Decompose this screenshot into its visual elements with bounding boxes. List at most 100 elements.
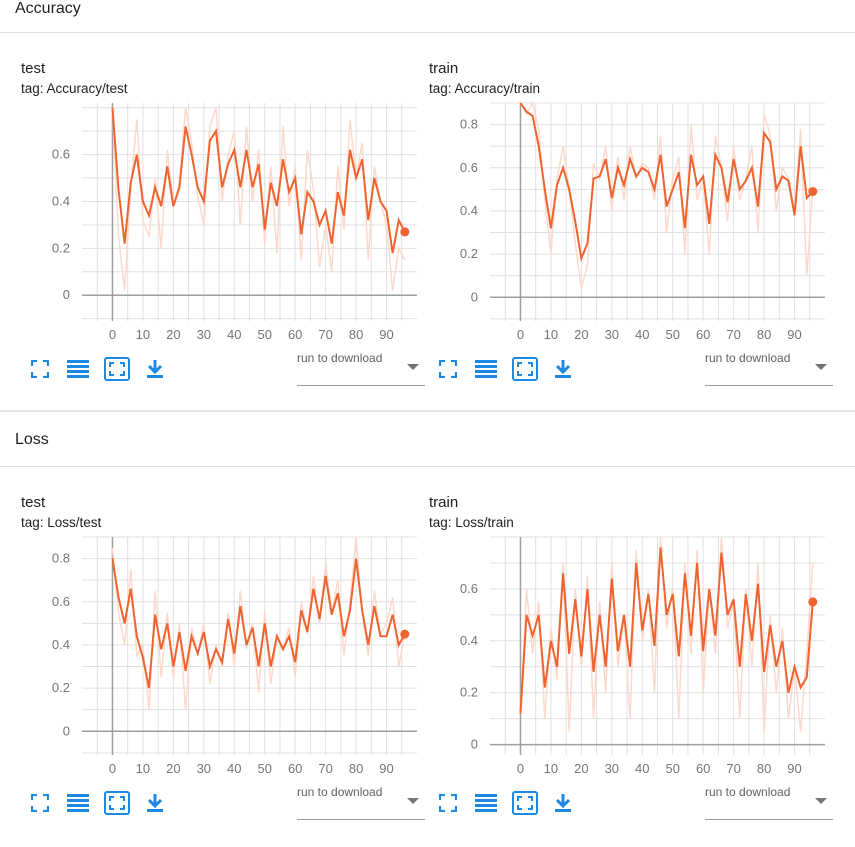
line-chart[interactable]: 0 10 20 30 40 50 60 70 80 90 0 0.2 0.4 0.6 0.8 <box>15 467 425 789</box>
y-tick-label: 0.2 <box>460 685 478 700</box>
run-select-placeholder: run to download <box>705 351 791 365</box>
x-tick-label: 10 <box>136 327 150 342</box>
card-title: train <box>429 494 459 511</box>
fullscreen-icon <box>104 791 130 815</box>
x-tick-label: 50 <box>665 327 679 342</box>
chevron-down-icon <box>815 798 827 804</box>
x-tick-label: 0 <box>109 761 116 776</box>
y-tick-label: 0 <box>63 723 70 738</box>
smoothed-series-line <box>519 547 814 714</box>
card-title: test <box>21 494 46 511</box>
card-accuracy-test: test tag: Accuracy/test 0 10 20 30 40 50 60 70 8… <box>15 33 425 413</box>
y-tick-label: 0.4 <box>460 203 478 218</box>
toggle-log-button[interactable] <box>64 789 92 817</box>
card-tag: tag: Loss/test <box>21 515 102 530</box>
fit-domain-icon <box>439 360 457 378</box>
y-tick-label: 0 <box>471 737 478 752</box>
card-accuracy-train: train tag: Accuracy/train 0 10 20 30 40 50 60 7… <box>423 33 833 413</box>
y-tick-label: 0.6 <box>52 147 70 162</box>
fullscreen-icon <box>512 791 538 815</box>
fullscreen-button[interactable] <box>103 789 131 817</box>
run-select[interactable]: run to download <box>297 351 425 386</box>
raw-series-line <box>111 536 406 710</box>
x-tick-label: 80 <box>349 761 363 776</box>
x-tick-label: 80 <box>349 327 363 342</box>
section-title-accuracy: Accuracy <box>15 0 81 17</box>
line-chart[interactable]: 0 10 20 30 40 50 60 70 80 90 0 0.2 0.4 0.6 0.8 <box>423 33 833 355</box>
run-select[interactable]: run to download <box>705 351 833 386</box>
fullscreen-icon <box>104 357 130 381</box>
x-tick-label: 70 <box>726 327 740 342</box>
line-chart[interactable]: 0 10 20 30 40 50 60 70 80 90 0 0.2 0.4 0.6 <box>15 33 425 355</box>
y-tick-label: 0.6 <box>52 594 70 609</box>
x-tick-label: 70 <box>318 761 332 776</box>
toggle-log-button[interactable] <box>64 355 92 383</box>
x-tick-label: 30 <box>605 761 619 776</box>
run-select[interactable]: run to download <box>705 785 833 820</box>
x-tick-label: 0 <box>517 761 524 776</box>
x-tick-label: 90 <box>379 327 393 342</box>
x-tick-label: 50 <box>665 761 679 776</box>
section-divider <box>0 466 855 467</box>
x-tick-label: 20 <box>574 761 588 776</box>
x-tick-label: 80 <box>757 761 771 776</box>
fullscreen-button[interactable] <box>511 355 539 383</box>
run-select-placeholder: run to download <box>297 785 383 799</box>
x-tick-label: 40 <box>227 327 241 342</box>
y-tick-label: 0.4 <box>52 637 70 652</box>
fit-domain-button[interactable] <box>26 355 54 383</box>
x-tick-label: 70 <box>318 327 332 342</box>
x-tick-label: 30 <box>605 327 619 342</box>
toggle-log-icon <box>475 360 497 378</box>
y-tick-label: 0.6 <box>460 581 478 596</box>
card-loss-train: train tag: Loss/train 0 10 20 30 40 50 60 70 80 9… <box>423 467 833 847</box>
y-tick-label: 0.2 <box>52 680 70 695</box>
y-tick-label: 0.4 <box>52 193 70 208</box>
fullscreen-icon <box>512 357 538 381</box>
x-tick-label: 10 <box>136 761 150 776</box>
fit-domain-button[interactable] <box>434 355 462 383</box>
x-tick-label: 50 <box>257 761 271 776</box>
chevron-down-icon <box>407 364 419 370</box>
toggle-log-button[interactable] <box>472 355 500 383</box>
x-tick-label: 0 <box>517 327 524 342</box>
last-value-point <box>808 186 818 196</box>
raw-series-line <box>519 536 814 732</box>
download-button[interactable] <box>549 355 577 383</box>
x-tick-label: 60 <box>696 761 710 776</box>
fullscreen-button[interactable] <box>511 789 539 817</box>
card-loss-test: test tag: Loss/test 0 10 20 30 40 50 60 70 80 90 0… <box>15 467 425 847</box>
run-select[interactable]: run to download <box>297 785 425 820</box>
download-button[interactable] <box>141 355 169 383</box>
x-tick-label: 90 <box>787 327 801 342</box>
download-button[interactable] <box>141 789 169 817</box>
card-title: test <box>21 60 46 77</box>
chevron-down-icon <box>407 798 419 804</box>
fit-domain-button[interactable] <box>26 789 54 817</box>
x-tick-label: 60 <box>288 761 302 776</box>
x-tick-label: 40 <box>635 327 649 342</box>
run-select-placeholder: run to download <box>297 351 383 365</box>
y-tick-label: 0.4 <box>460 633 478 648</box>
toggle-log-icon <box>67 794 89 812</box>
last-value-point <box>808 597 818 607</box>
y-tick-label: 0.8 <box>460 117 478 132</box>
section-divider <box>0 410 855 412</box>
fit-domain-icon <box>31 360 49 378</box>
toggle-log-button[interactable] <box>472 789 500 817</box>
x-tick-label: 50 <box>257 327 271 342</box>
y-tick-label: 0.2 <box>52 240 70 255</box>
x-tick-label: 30 <box>197 761 211 776</box>
line-chart[interactable]: 0 10 20 30 40 50 60 70 80 90 0 0.2 0.4 0.6 <box>423 467 833 789</box>
card-toolbar: run to download <box>15 351 425 386</box>
x-tick-label: 40 <box>635 761 649 776</box>
section-divider <box>0 32 855 33</box>
download-button[interactable] <box>549 789 577 817</box>
fullscreen-button[interactable] <box>103 355 131 383</box>
y-tick-label: 0 <box>471 289 478 304</box>
card-toolbar: run to download <box>423 351 833 386</box>
smoothed-series-line <box>519 102 814 263</box>
y-tick-label: 0.6 <box>460 160 478 175</box>
download-icon <box>555 360 571 378</box>
fit-domain-button[interactable] <box>434 789 462 817</box>
